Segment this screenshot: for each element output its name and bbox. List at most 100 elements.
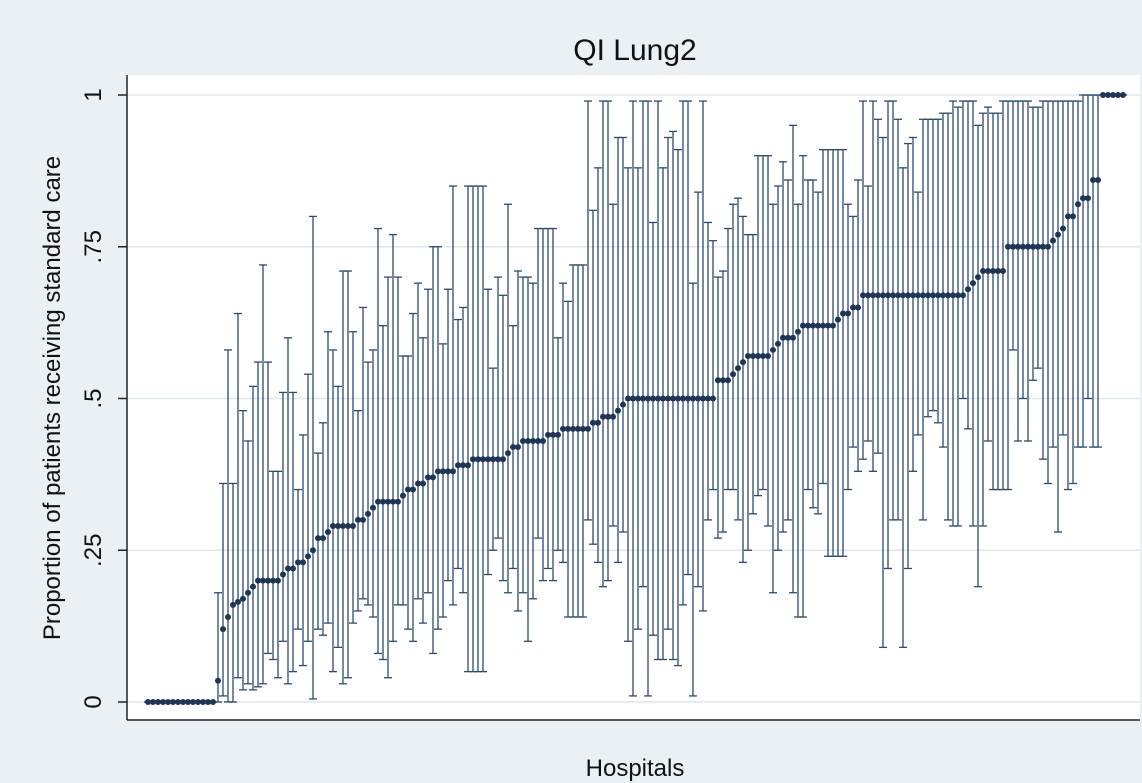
point xyxy=(1120,92,1126,98)
point xyxy=(215,677,221,684)
point xyxy=(945,292,951,299)
point xyxy=(475,456,481,463)
point xyxy=(290,565,296,572)
point xyxy=(605,413,611,420)
point xyxy=(415,480,421,487)
point xyxy=(220,626,226,633)
point xyxy=(895,292,901,299)
chart-title: QI Lung2 xyxy=(573,34,696,67)
point xyxy=(1065,213,1071,220)
point xyxy=(520,437,526,444)
y-tick-label: .75 xyxy=(80,230,107,263)
point xyxy=(780,334,786,341)
point xyxy=(590,419,596,426)
point xyxy=(745,353,751,360)
point xyxy=(600,413,606,420)
point xyxy=(245,589,251,596)
point xyxy=(485,456,491,463)
point xyxy=(175,699,181,705)
point xyxy=(515,444,521,451)
point xyxy=(275,577,281,584)
point xyxy=(1080,195,1086,202)
point xyxy=(740,359,746,366)
point xyxy=(1025,243,1031,250)
point xyxy=(495,456,501,463)
point xyxy=(965,286,971,293)
point xyxy=(470,456,476,463)
point xyxy=(840,310,846,317)
point xyxy=(615,407,621,414)
point xyxy=(530,437,536,444)
point xyxy=(445,468,451,475)
point xyxy=(560,425,566,432)
point xyxy=(975,274,981,281)
point xyxy=(1035,243,1041,250)
point xyxy=(960,292,966,299)
point xyxy=(250,583,256,590)
point xyxy=(735,365,741,372)
point xyxy=(490,456,496,463)
point xyxy=(325,529,331,536)
y-tick-label: .5 xyxy=(80,388,107,408)
point xyxy=(145,699,151,705)
point xyxy=(195,699,201,705)
point xyxy=(750,353,756,360)
point xyxy=(345,522,351,529)
point xyxy=(770,346,776,353)
point xyxy=(435,468,441,475)
point xyxy=(1100,92,1106,98)
point xyxy=(265,577,271,584)
point xyxy=(970,280,976,287)
point xyxy=(510,444,516,451)
point xyxy=(460,462,466,469)
point xyxy=(330,522,336,529)
point xyxy=(165,699,171,705)
point xyxy=(1030,243,1036,250)
point xyxy=(315,535,321,542)
point xyxy=(1095,176,1101,183)
point xyxy=(235,598,241,605)
point xyxy=(205,699,211,705)
point xyxy=(190,699,196,705)
point xyxy=(635,395,641,402)
point xyxy=(630,395,636,402)
point xyxy=(620,401,626,408)
point xyxy=(865,292,871,299)
point xyxy=(690,395,696,402)
point xyxy=(700,395,706,402)
point xyxy=(230,601,236,608)
point xyxy=(260,577,266,584)
point xyxy=(1020,243,1026,250)
point xyxy=(280,571,286,578)
point xyxy=(845,310,851,317)
point xyxy=(695,395,701,402)
point xyxy=(375,498,381,505)
point xyxy=(430,474,436,481)
point xyxy=(385,498,391,505)
point xyxy=(300,559,306,566)
point xyxy=(730,371,736,378)
point xyxy=(425,474,431,481)
point xyxy=(810,322,816,329)
y-tick-label: 0 xyxy=(80,695,107,708)
point xyxy=(1055,231,1061,238)
point xyxy=(655,395,661,402)
point xyxy=(1040,243,1046,250)
point xyxy=(935,292,941,299)
point xyxy=(1110,92,1116,98)
point xyxy=(575,425,581,432)
point xyxy=(400,492,406,499)
point xyxy=(980,268,986,275)
point xyxy=(1105,92,1111,98)
point xyxy=(850,304,856,311)
point xyxy=(880,292,886,299)
point xyxy=(255,577,261,584)
point xyxy=(900,292,906,299)
point xyxy=(395,498,401,505)
point xyxy=(1050,237,1056,244)
point xyxy=(410,486,416,493)
point xyxy=(1090,176,1096,183)
point xyxy=(790,334,796,341)
point xyxy=(185,699,191,705)
point xyxy=(270,577,276,584)
